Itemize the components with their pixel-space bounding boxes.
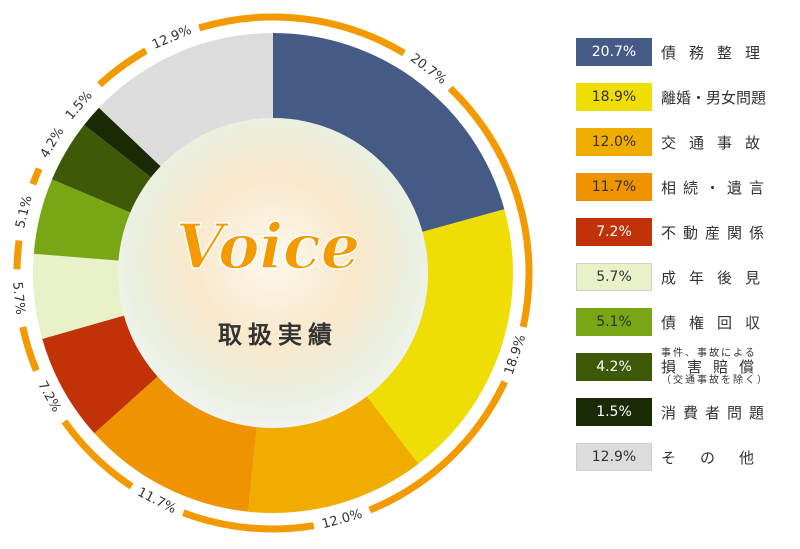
- slice-percent-label: 7.2%: [34, 379, 63, 415]
- legend-percent-badge: 4.2%: [576, 353, 652, 381]
- legend-label: 債権回収: [661, 313, 774, 332]
- pie-chart: Voice 取扱実績 20.7%18.9%12.0%11.7%7.2%5.7%5…: [9, 13, 533, 533]
- legend-percent-badge: 12.0%: [576, 128, 652, 156]
- chart-subtitle: 取扱実績: [218, 321, 338, 349]
- chart-title: Voice: [176, 210, 361, 283]
- ring-arc: [368, 380, 508, 514]
- pie-slice: [94, 375, 258, 512]
- ring-arc: [447, 85, 533, 328]
- ring-arc: [61, 419, 134, 490]
- legend-label: 消費者問題: [661, 403, 772, 422]
- legend-label: 交通事故: [661, 133, 774, 152]
- legend-item: 12.9% その他: [576, 441, 796, 473]
- pie-slice: [52, 124, 153, 214]
- legend-percent-badge: 5.1%: [576, 308, 652, 336]
- legend-percent-badge: 20.7%: [576, 38, 652, 66]
- center-photo: [118, 118, 428, 428]
- center-area: Voice 取扱実績: [118, 118, 428, 428]
- legend: 20.7% 債務整理 18.9% 離婚・男女問題 12.0% 交通事故 11.7% 相続・遺言…: [576, 36, 796, 486]
- legend-percent-badge: 7.2%: [576, 218, 652, 246]
- legend-label: 債務整理: [661, 43, 774, 62]
- legend-percent-badge: 1.5%: [576, 398, 652, 426]
- ring-arc: [198, 13, 406, 57]
- legend-item: 12.0% 交通事故: [576, 126, 796, 158]
- legend-item: 5.1% 債権回収: [576, 306, 796, 338]
- legend-label-main: 損害賠償: [661, 358, 766, 376]
- legend-percent-badge: 18.9%: [576, 83, 652, 111]
- pie-slice: [32, 253, 126, 339]
- slice-percent-label: 5.1%: [13, 194, 35, 230]
- center-overlay: [118, 118, 428, 428]
- legend-label-note-top: 事件、事故による: [661, 348, 757, 359]
- legend-label: 成年後見: [661, 268, 774, 287]
- legend-label: 不動産関係: [661, 223, 772, 242]
- ring-arc: [29, 167, 43, 186]
- pie-slice: [248, 394, 419, 513]
- pie-slice: [365, 209, 514, 464]
- legend-item: 18.9% 離婚・男女問題: [576, 81, 796, 113]
- ring-arc: [13, 240, 23, 270]
- legend-item: 5.7% 成年後見: [576, 261, 796, 293]
- ring-arc: [97, 47, 148, 88]
- legend-percent-badge: 11.7%: [576, 173, 652, 201]
- slice-percent-label: 12.0%: [320, 507, 364, 533]
- legend-label: 離婚・男女問題: [661, 88, 767, 107]
- legend-item: 4.2% 事件、事故による 損害賠償 （交通事故を除く）: [576, 348, 796, 386]
- pie-slice: [98, 33, 273, 168]
- legend-percent-badge: 12.9%: [576, 443, 652, 471]
- slice-percent-label: 4.2%: [38, 125, 68, 161]
- legend-percent-badge: 5.7%: [576, 263, 652, 291]
- slice-percent-label: 12.9%: [150, 23, 194, 53]
- pie-slice: [33, 179, 133, 261]
- outer-ring-arcs: [13, 13, 533, 533]
- legend-label: 相続・遺言: [661, 178, 772, 197]
- legend-label-note-bottom: （交通事故を除く）: [661, 375, 769, 386]
- legend-label: その他: [661, 448, 779, 467]
- pie-slice: [273, 33, 505, 233]
- pie-slice: [42, 315, 160, 434]
- pie-slice: [84, 107, 163, 179]
- legend-item: 7.2% 不動産関係: [576, 216, 796, 248]
- pie-slices: [32, 33, 514, 513]
- legend-item: 11.7% 相続・遺言: [576, 171, 796, 203]
- legend-label: 事件、事故による 損害賠償 （交通事故を除く）: [661, 348, 769, 386]
- ring-arc: [182, 509, 315, 533]
- legend-item: 1.5% 消費者問題: [576, 396, 796, 428]
- slice-percent-label: 18.9%: [502, 333, 529, 377]
- legend-item: 20.7% 債務整理: [576, 36, 796, 68]
- ring-arc: [19, 326, 40, 372]
- slice-percent-label: 5.7%: [9, 281, 27, 315]
